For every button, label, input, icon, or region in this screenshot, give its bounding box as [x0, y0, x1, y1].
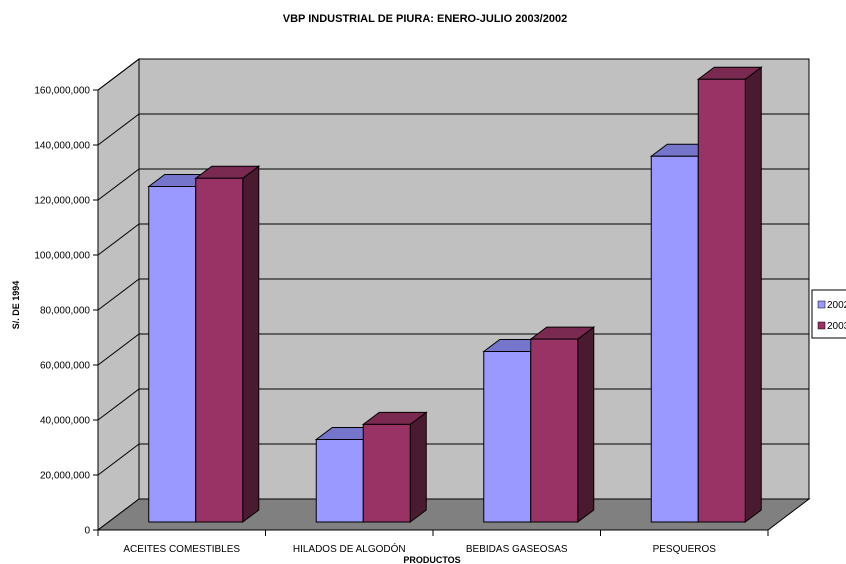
y-tick-label: 60,000,000 [40, 361, 90, 372]
gridline-side [97, 333, 140, 366]
gridline-side [97, 443, 140, 476]
y-tick-label: 160,000,000 [34, 86, 90, 97]
chart-title: VBP INDUSTRIAL DE PIURA: ENERO-JULIO 200… [283, 13, 567, 25]
y-tick-label: 80,000,000 [40, 306, 90, 317]
bar-front [148, 186, 197, 523]
legend-label-2002: 2002 [827, 300, 846, 311]
axes: 0 20,000,000 40,000,000 60,000,000 80,000,00… [34, 86, 769, 555]
bar-side [744, 66, 762, 523]
gridline-side [97, 223, 140, 256]
x-tick-label: ACEITES COMESTIBLES [123, 544, 240, 555]
y-tick-label: 0 [84, 526, 90, 537]
bar-front [530, 338, 579, 523]
x-axis-title: PRODUCTOS [403, 555, 460, 564]
bar [194, 165, 261, 523]
bar [529, 326, 596, 523]
legend-box [811, 289, 846, 339]
y-axis-title: S/. DE 1994 [11, 281, 21, 330]
legend: 2002 2003 [811, 289, 846, 339]
bar-front [697, 78, 746, 523]
y-tick-label: 40,000,000 [40, 416, 90, 427]
x-tick-label: HILADOS DE ALGODÓN [293, 542, 406, 555]
legend-swatch-2002 [817, 300, 826, 309]
bar-front [195, 177, 244, 523]
bar-side [577, 326, 595, 523]
bars [147, 66, 763, 523]
gridline-side [97, 58, 140, 91]
bar [696, 66, 763, 523]
gridline-side [97, 388, 140, 421]
bar-front [483, 351, 532, 523]
bar [361, 411, 428, 523]
x-tick-label: PESQUEROS [653, 544, 717, 555]
bar-front [650, 155, 699, 523]
gridline-side [97, 278, 140, 311]
bar-front [315, 439, 364, 523]
y-tick-label: 120,000,000 [34, 196, 90, 207]
y-tick-label: 140,000,000 [34, 141, 90, 152]
legend-label-2003: 2003 [827, 321, 846, 332]
gridline-side [97, 168, 140, 201]
bar-side [409, 411, 427, 523]
bar-front [362, 423, 411, 523]
y-tick-label: 20,000,000 [40, 471, 90, 482]
gridline-side [97, 113, 140, 146]
x-tick-label: BEBIDAS GASEOSAS [466, 544, 568, 555]
bar-side [242, 165, 260, 523]
y-tick-label: 100,000,000 [34, 251, 90, 262]
legend-swatch-2003 [817, 321, 826, 330]
